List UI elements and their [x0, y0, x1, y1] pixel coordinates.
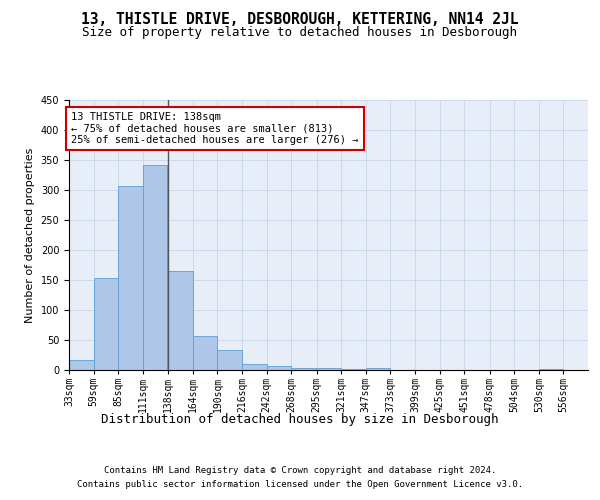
- Text: 13, THISTLE DRIVE, DESBOROUGH, KETTERING, NN14 2JL: 13, THISTLE DRIVE, DESBOROUGH, KETTERING…: [81, 12, 519, 28]
- Bar: [317, 368, 341, 370]
- Text: Contains HM Land Registry data © Crown copyright and database right 2024.: Contains HM Land Registry data © Crown c…: [104, 466, 496, 475]
- Text: Contains public sector information licensed under the Open Government Licence v3: Contains public sector information licen…: [77, 480, 523, 489]
- Bar: [94, 278, 118, 370]
- Bar: [143, 166, 167, 370]
- Bar: [193, 336, 217, 370]
- Bar: [341, 369, 366, 370]
- Text: Size of property relative to detached houses in Desborough: Size of property relative to detached ho…: [83, 26, 517, 39]
- Y-axis label: Number of detached properties: Number of detached properties: [25, 148, 35, 322]
- Bar: [168, 271, 193, 370]
- Bar: [266, 366, 291, 370]
- Bar: [291, 368, 316, 370]
- Text: 13 THISTLE DRIVE: 138sqm
← 75% of detached houses are smaller (813)
25% of semi-: 13 THISTLE DRIVE: 138sqm ← 75% of detach…: [71, 112, 358, 145]
- Bar: [69, 360, 94, 370]
- Bar: [242, 364, 266, 370]
- Text: Distribution of detached houses by size in Desborough: Distribution of detached houses by size …: [101, 412, 499, 426]
- Bar: [217, 350, 242, 370]
- Bar: [118, 186, 143, 370]
- Bar: [366, 368, 391, 370]
